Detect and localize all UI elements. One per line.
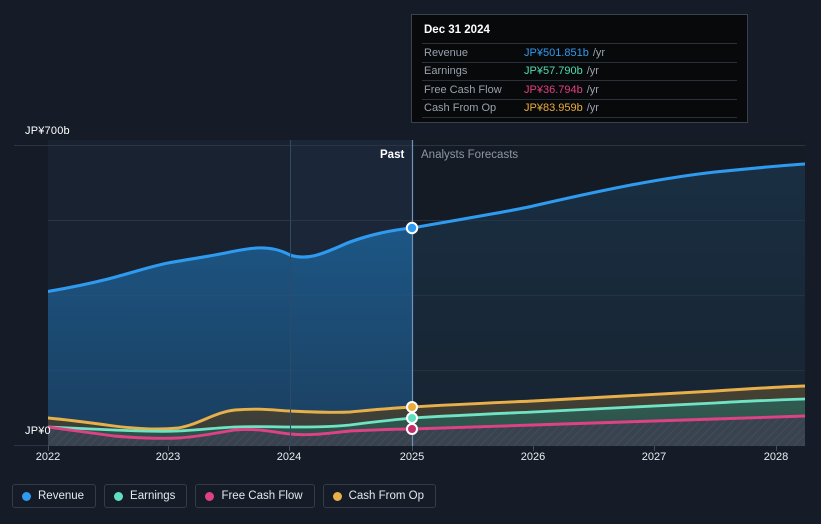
tooltip-label-free-cash-flow: Free Cash Flow xyxy=(424,83,502,96)
segment-divider xyxy=(290,140,414,446)
tooltip-row-free-cash-flow: Free Cash Flow JP¥36.794b /yr xyxy=(422,80,737,99)
y-axis-zero-label: JP¥0 xyxy=(25,425,51,437)
tooltip-row-revenue: Revenue JP¥501.851b /yr xyxy=(422,43,737,62)
series-revenue xyxy=(48,162,805,446)
revenue-line xyxy=(48,162,805,294)
y-axis-top-label: JP¥700b xyxy=(25,125,70,137)
legend-dot-free-cash-flow xyxy=(205,491,215,501)
legend-item-revenue[interactable]: Revenue xyxy=(12,484,97,508)
legend-item-earnings[interactable]: Earnings xyxy=(104,484,188,508)
tooltip-label-revenue: Revenue xyxy=(424,46,469,59)
series-free-cash-flow xyxy=(48,414,805,446)
tooltip-label-earnings: Earnings xyxy=(424,65,468,78)
legend-dot-earnings xyxy=(114,491,124,501)
tooltip-row-earnings: Earnings JP¥57.790b /yr xyxy=(422,61,737,81)
x-axis-label-2023: 2023 xyxy=(155,451,181,463)
hover-markers xyxy=(405,221,419,435)
legend-dot-revenue xyxy=(22,491,31,501)
tooltip-date: Dec 31 2024 xyxy=(424,24,490,36)
chart-legend: Revenue Earnings Free Cash Flow Cash Fro… xyxy=(12,484,437,508)
cash-from-op-line xyxy=(48,384,805,431)
hover-tooltip: Dec 31 2024 Revenue JP¥501.851b /yr Earn… xyxy=(411,14,748,123)
x-axis-ticks xyxy=(48,446,777,451)
x-axis-label-2028: 2028 xyxy=(763,451,789,463)
tooltip-label-cash-from-op: Cash From Op xyxy=(424,102,497,115)
legend-label-revenue: Revenue xyxy=(38,490,85,502)
tooltip-unit-earnings: /yr xyxy=(586,65,599,78)
tooltip-value-earnings: JP¥57.790b xyxy=(524,65,583,78)
x-axis-label-2024: 2024 xyxy=(276,451,302,463)
tooltip-unit-free-cash-flow: /yr xyxy=(586,83,599,96)
past-segment-label: Past xyxy=(380,149,405,161)
forecast-segment-label: Analysts Forecasts xyxy=(421,149,519,161)
plot-svg xyxy=(14,140,805,451)
x-axis-label-2026: 2026 xyxy=(520,451,546,463)
legend-dot-cash-from-op xyxy=(332,491,342,501)
legend-label-free-cash-flow: Free Cash Flow xyxy=(221,490,303,502)
revenue-area-past xyxy=(48,228,412,446)
tooltip-unit-cash-from-op: /yr xyxy=(586,102,599,115)
plot-area[interactable]: JP¥700b JP¥0 2022 2023 2024 2025 2026 20… xyxy=(0,0,821,470)
marker-revenue xyxy=(405,221,419,235)
marker-earnings xyxy=(406,412,418,424)
earnings-line xyxy=(48,397,805,433)
legend-label-earnings: Earnings xyxy=(130,490,176,502)
free-cash-flow-line xyxy=(48,414,805,440)
tooltip-value-cash-from-op: JP¥83.959b xyxy=(524,102,583,115)
x-axis-label-2027: 2027 xyxy=(641,451,667,463)
x-axis-label-2025: 2025 xyxy=(399,451,425,463)
legend-item-cash-from-op[interactable]: Cash From Op xyxy=(322,484,437,508)
tooltip-value-revenue: JP¥501.851b xyxy=(524,46,589,59)
tooltip-row-cash-from-op: Cash From Op JP¥83.959b /yr xyxy=(422,98,737,118)
tooltip-value-free-cash-flow: JP¥36.794b xyxy=(524,83,583,96)
legend-item-free-cash-flow[interactable]: Free Cash Flow xyxy=(195,484,315,508)
tooltip-unit-revenue: /yr xyxy=(592,46,606,59)
legend-label-cash-from-op: Cash From Op xyxy=(348,490,425,502)
marker-free-cash-flow xyxy=(406,423,418,435)
revenue-area-future xyxy=(412,164,805,446)
marker-cash-from-op xyxy=(406,401,418,413)
x-axis-label-2022: 2022 xyxy=(35,451,61,463)
